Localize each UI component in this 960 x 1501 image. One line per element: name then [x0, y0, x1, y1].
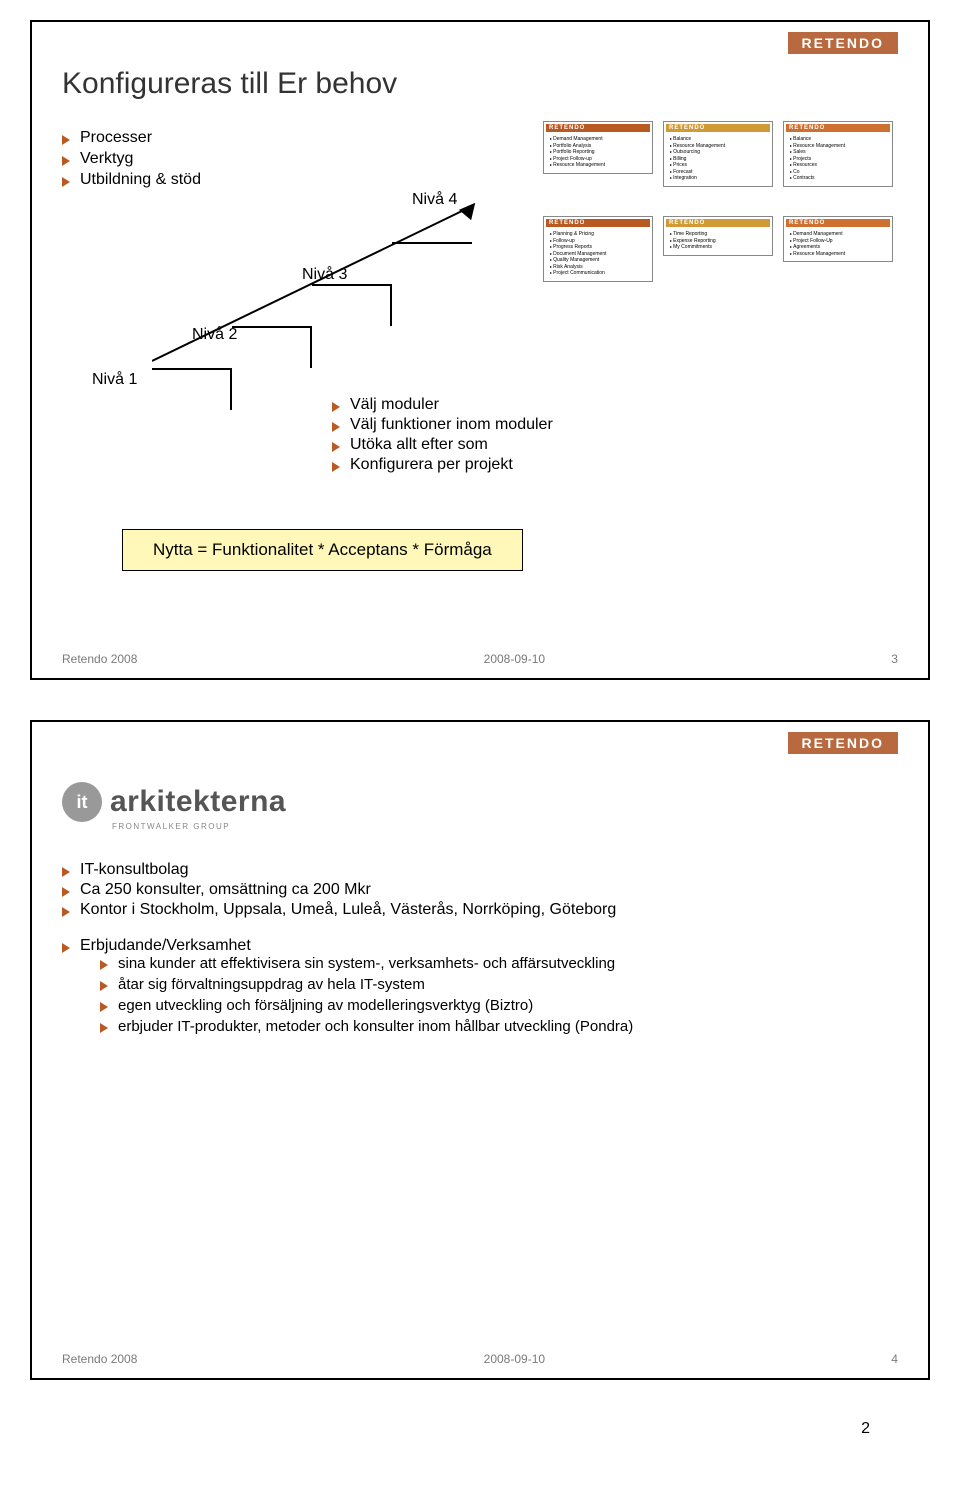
- mini-card-body: Time Reporting Expense Reporting My Comm…: [666, 229, 770, 253]
- mini-card: RETENDO Balance Resource Management Outs…: [663, 121, 773, 187]
- brand-logo: RETENDO: [788, 32, 898, 54]
- bullet-item: Kontor i Stockholm, Uppsala, Umeå, Luleå…: [62, 901, 898, 919]
- mini-card-item: My Commitments: [670, 244, 766, 251]
- bullet-item: Välj moduler: [332, 396, 553, 414]
- slide2-bullets: IT-konsultbolag Ca 250 konsulter, omsätt…: [62, 861, 898, 1035]
- formula-box: Nytta = Funktionalitet * Acceptans * För…: [122, 529, 523, 571]
- bullet-item: Utöka allt efter som: [332, 436, 553, 454]
- slide-2: RETENDO it arkitekterna FRONTWALKER GROU…: [30, 720, 930, 1380]
- slide1-content: Processer Verktyg Utbildning & stöd Nivå…: [62, 121, 898, 671]
- arkitekterna-text: arkitekterna: [110, 785, 286, 819]
- arkitekterna-logo-row: it arkitekterna FRONTWALKER GROUP: [62, 782, 898, 831]
- mini-card-body: Planning & Pricing Follow-up Progress Re…: [546, 229, 650, 279]
- mini-card-head: RETENDO: [786, 219, 890, 227]
- page-number: 2: [30, 1420, 930, 1458]
- slide1-left-bullets: Processer Verktyg Utbildning & stöd: [62, 129, 201, 192]
- bullet-item: Processer: [62, 129, 201, 147]
- stair-label-1: Nivå 1: [92, 371, 137, 389]
- mini-card-head: RETENDO: [546, 219, 650, 227]
- sub-heading-text: Erbjudande/Verksamhet: [80, 937, 251, 954]
- mini-card-head: RETENDO: [666, 124, 770, 132]
- bullet-item: åtar sig förvaltningsuppdrag av hela IT-…: [100, 976, 898, 993]
- mini-card-item: Project Communication: [550, 270, 646, 277]
- mini-card: RETENDO Demand Management Project Follow…: [783, 216, 893, 262]
- bullet-item: Utbildning & stöd: [62, 171, 201, 189]
- bullet-item: Konfigurera per projekt: [332, 456, 553, 474]
- bullet-item: IT-konsultbolag: [62, 861, 898, 879]
- bullet-item: erbjuder IT-produkter, metoder och konsu…: [100, 1018, 898, 1035]
- brand-logo: RETENDO: [788, 732, 898, 754]
- footer-slidenum: 3: [891, 652, 898, 666]
- mini-card: RETENDO Balance Resource Management Sale…: [783, 121, 893, 187]
- slide2-sub-bullets: sina kunder att effektivisera sin system…: [100, 955, 898, 1035]
- stair-step: [152, 368, 232, 410]
- slide-1: RETENDO Konfigureras till Er behov Proce…: [30, 20, 930, 680]
- mini-card-item: Contracts: [790, 175, 886, 182]
- arkitekterna-logo: it arkitekterna: [62, 782, 286, 822]
- mini-card: RETENDO Planning & Pricing Follow-up Pro…: [543, 216, 653, 282]
- bullet-item: Välj funktioner inom moduler: [332, 416, 553, 434]
- mini-card-body: Demand Management Portfolio Analysis Por…: [546, 134, 650, 171]
- mini-card: RETENDO Demand Management Portfolio Anal…: [543, 121, 653, 174]
- mini-card-body: Balance Resource Management Sales Projec…: [786, 134, 890, 184]
- slide1-bottom-bullets: Välj moduler Välj funktioner inom module…: [332, 396, 553, 476]
- page-wrap: RETENDO Konfigureras till Er behov Proce…: [0, 0, 960, 1468]
- footer-date: 2008-09-10: [484, 1352, 545, 1366]
- mini-card: RETENDO Time Reporting Expense Reporting…: [663, 216, 773, 256]
- bullet-item: egen utveckling och försäljning av model…: [100, 997, 898, 1014]
- arkitekterna-sub: FRONTWALKER GROUP: [112, 822, 898, 831]
- mini-card-body: Balance Resource Management Outsourcing …: [666, 134, 770, 184]
- slide2-footer: Retendo 2008 2008-09-10 4: [62, 1352, 898, 1366]
- footer-company: Retendo 2008: [62, 1352, 137, 1366]
- mini-card-body: Demand Management Project Follow-Up Agre…: [786, 229, 890, 259]
- slide1-title: Konfigureras till Er behov: [62, 67, 898, 101]
- bullet-item: Ca 250 konsulter, omsättning ca 200 Mkr: [62, 881, 898, 899]
- footer-slidenum: 4: [891, 1352, 898, 1366]
- bullet-item: Verktyg: [62, 150, 201, 168]
- staircase-diagram: Nivå 1 Nivå 2 Nivå 3 Nivå 4: [92, 196, 532, 406]
- footer-date: 2008-09-10: [484, 652, 545, 666]
- stair-arrow-line: [152, 201, 472, 366]
- mini-card-item: Integration: [670, 175, 766, 182]
- slide1-footer: Retendo 2008 2008-09-10 3: [62, 652, 898, 666]
- mini-card-head: RETENDO: [666, 219, 770, 227]
- mini-card-head: RETENDO: [786, 124, 890, 132]
- footer-company: Retendo 2008: [62, 652, 137, 666]
- bullet-item: sina kunder att effektivisera sin system…: [100, 955, 898, 972]
- mini-card-item: Resource Management: [550, 162, 646, 169]
- bullet-heading: Erbjudande/Verksamhet sina kunder att ef…: [62, 937, 898, 1035]
- arkitekterna-icon: it: [62, 782, 102, 822]
- mini-card-item: Resource Management: [790, 251, 886, 258]
- mini-card-head: RETENDO: [546, 124, 650, 132]
